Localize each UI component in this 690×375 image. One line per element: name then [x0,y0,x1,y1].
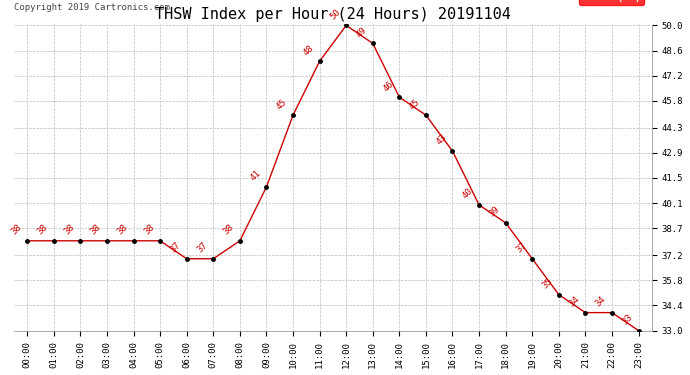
Text: 37: 37 [168,241,183,255]
Text: 43: 43 [435,133,448,147]
Text: 34: 34 [594,294,608,309]
Text: 34: 34 [567,294,581,309]
Text: 37: 37 [514,241,528,255]
Text: 38: 38 [9,223,23,237]
Text: 35: 35 [541,276,555,291]
Text: 45: 45 [408,97,422,111]
Text: 37: 37 [195,241,209,255]
Text: 38: 38 [115,223,129,237]
Text: 46: 46 [381,79,395,93]
Text: 38: 38 [221,223,236,237]
Text: 45: 45 [275,97,289,111]
Text: Copyright 2019 Cartronics.com: Copyright 2019 Cartronics.com [14,3,170,12]
Text: 41: 41 [248,169,262,183]
Text: 39: 39 [488,205,502,219]
Title: THSW Index per Hour (24 Hours) 20191104: THSW Index per Hour (24 Hours) 20191104 [155,7,511,22]
Text: 48: 48 [302,43,315,57]
Text: 38: 38 [36,223,50,237]
Text: 38: 38 [89,223,103,237]
Text: 33: 33 [620,312,634,326]
Text: 40: 40 [461,187,475,201]
Legend: THSW  (°F): THSW (°F) [579,0,644,5]
Text: 49: 49 [355,25,368,39]
Text: 50: 50 [328,7,342,21]
Text: 38: 38 [62,223,76,237]
Text: 38: 38 [142,223,156,237]
